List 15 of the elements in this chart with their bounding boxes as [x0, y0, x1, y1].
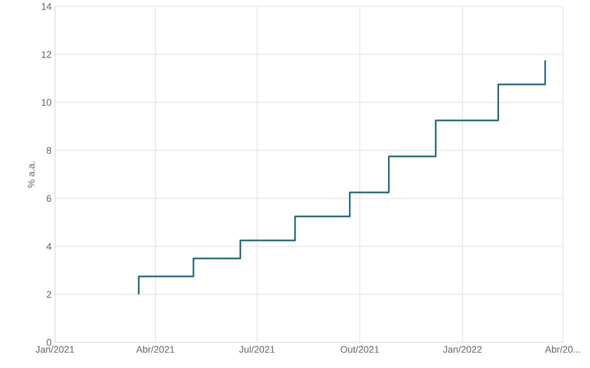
y-tick-label: 6 [46, 194, 52, 202]
x-tick-label: Jan/2021 [36, 346, 74, 353]
x-tick-label: Jul/2021 [239, 346, 275, 353]
y-tick-label: 10 [42, 98, 52, 106]
y-tick-label: 2 [46, 290, 52, 298]
y-tick-label: 14 [42, 2, 52, 10]
y-axis-title: % a.a. [28, 162, 35, 188]
y-tick-label: 8 [46, 146, 52, 154]
y-tick-label: 4 [46, 242, 52, 250]
x-tick-label: Abr/2021 [136, 346, 174, 353]
y-tick-label: 12 [42, 50, 52, 58]
x-tick-label: Abr/20... [545, 346, 580, 353]
x-tick-label: Out/2021 [340, 346, 379, 353]
y-tick-label: 0 [46, 338, 52, 346]
x-tick-label: Jan/2022 [443, 346, 482, 353]
